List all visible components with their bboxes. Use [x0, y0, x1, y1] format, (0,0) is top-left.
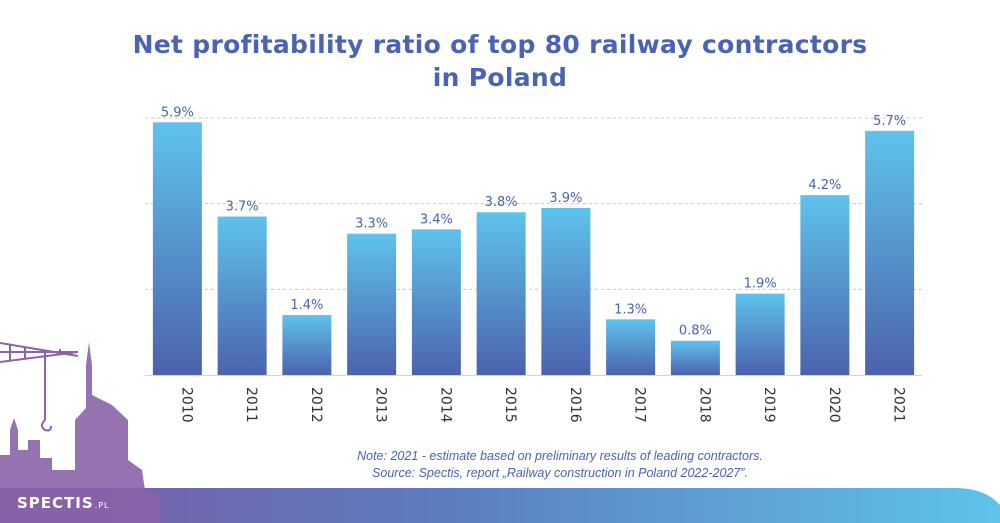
value-label-2018: 0.8% — [679, 324, 712, 339]
x-tick-labels: 2010 2011 2012 2013 2014 2015 2016 2017 2018 2019… — [178, 387, 906, 423]
chart-note: Note: 2021 - estimate based on prelimina… — [357, 449, 763, 463]
logo-text: SPECTIS — [17, 494, 94, 512]
chart-title-line1: Net profitability ratio of top 80 railwa… — [132, 30, 868, 59]
x-tick-label-2013: 2013 — [373, 387, 389, 423]
x-tick-label-2012: 2012 — [308, 387, 324, 423]
bar-2012 — [282, 315, 332, 375]
value-label-2015: 3.8% — [485, 195, 518, 210]
bar-2017 — [606, 319, 656, 375]
value-label-2014: 3.4% — [420, 212, 453, 227]
bar-2019 — [735, 293, 785, 375]
bar-2011 — [217, 216, 267, 375]
x-tick-label-2015: 2015 — [502, 387, 518, 423]
value-label-2020: 4.2% — [808, 178, 841, 193]
x-tick-label-2020: 2020 — [826, 387, 842, 423]
x-tick-label-2017: 2017 — [632, 387, 648, 423]
chart-source: Source: Spectis, report „Railway constru… — [372, 466, 748, 480]
x-tick-label-2018: 2018 — [696, 387, 712, 423]
x-tick-label-2016: 2016 — [567, 387, 583, 423]
bar-2021 — [865, 130, 915, 375]
bars — [152, 122, 915, 376]
bar-2010 — [152, 122, 202, 376]
x-tick-label-2019: 2019 — [761, 387, 777, 423]
bar-2020 — [800, 195, 850, 375]
crane-icon — [0, 342, 79, 432]
footer-band — [0, 488, 1000, 523]
bar-2013 — [347, 233, 397, 375]
value-label-2013: 3.3% — [355, 217, 388, 232]
gridlines — [145, 117, 922, 376]
chart-title-line2: in Poland — [432, 63, 568, 92]
spectis-logo[interactable]: SPECTIS.PL — [17, 494, 110, 512]
value-label-2012: 1.4% — [290, 298, 323, 313]
city-skyline-icon — [0, 342, 160, 523]
x-tick-label-2010: 2010 — [178, 387, 194, 423]
bar-2018 — [670, 340, 720, 375]
value-label-2010: 5.9% — [161, 105, 194, 120]
bar-2015 — [476, 212, 526, 375]
bar-2016 — [541, 207, 591, 375]
bar-2014 — [411, 229, 461, 375]
x-tick-label-2014: 2014 — [437, 387, 453, 423]
x-tick-label-2011: 2011 — [243, 387, 259, 423]
value-label-2016: 3.9% — [549, 191, 582, 206]
chart-title: Net profitability ratio of top 80 railwa… — [0, 28, 1000, 94]
value-label-2017: 1.3% — [614, 302, 647, 317]
logo-suffix: .PL — [94, 501, 110, 510]
value-label-2011: 3.7% — [226, 200, 259, 215]
value-label-2021: 5.7% — [873, 114, 906, 129]
value-labels: 5.9% 3.7% 1.4% 3.3% 3.4% 3.8% 3.9% 1.3% 0.8% 1.9%… — [161, 105, 906, 338]
value-label-2019: 1.9% — [744, 277, 777, 292]
x-tick-label-2021: 2021 — [891, 387, 907, 423]
